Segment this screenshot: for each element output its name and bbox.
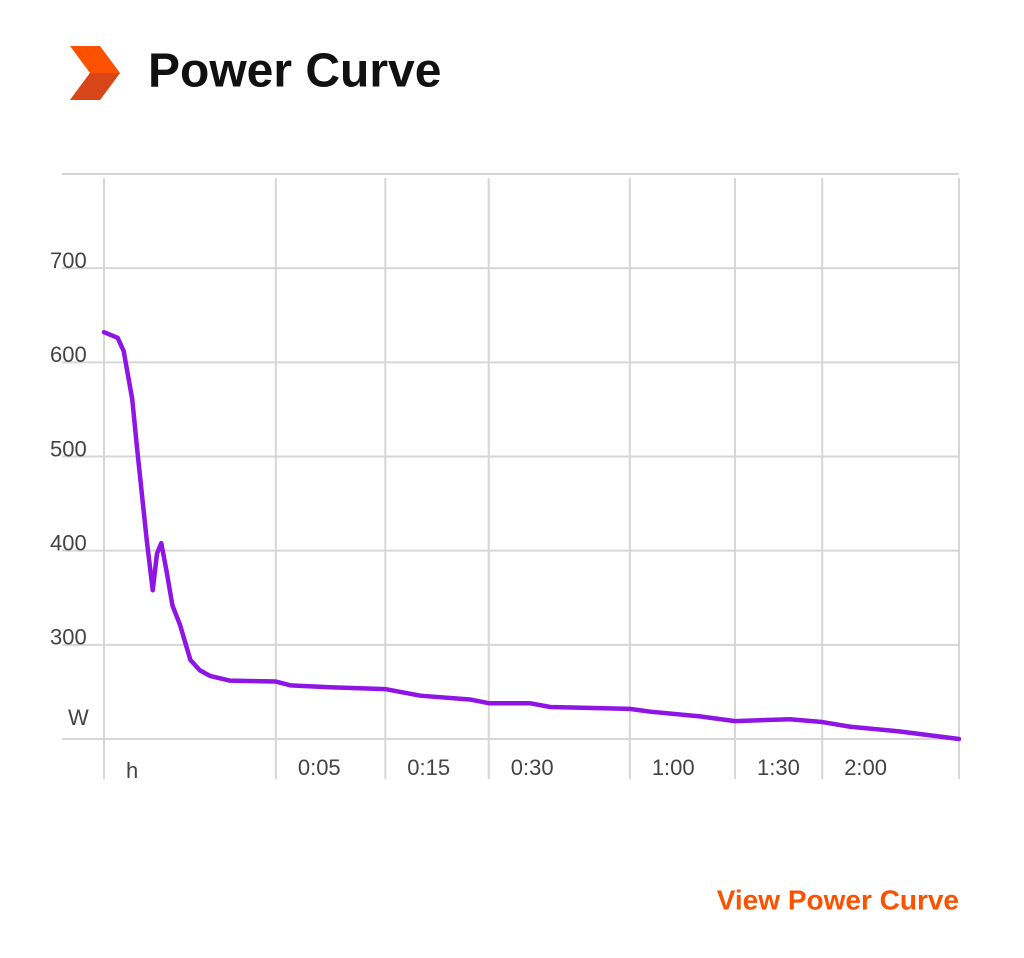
x-tick-label: 0:30 — [511, 755, 554, 780]
x-unit: h — [126, 758, 138, 783]
y-tick-label: 500 — [50, 436, 87, 461]
x-tick-label: 2:00 — [844, 755, 887, 780]
power-line — [101, 329, 962, 742]
x-tick-label: 0:05 — [298, 755, 341, 780]
x-tick-label: 1:00 — [652, 755, 695, 780]
y-tick-label: 400 — [50, 530, 87, 555]
view-link[interactable]: View Power Curve — [717, 884, 959, 915]
brand-icon — [70, 46, 120, 100]
y-tick-label: 300 — [50, 625, 87, 650]
x-tick-label: 1:30 — [757, 755, 800, 780]
y-tick-label: 600 — [50, 342, 87, 367]
x-tick-label: 0:15 — [407, 755, 450, 780]
title: Power Curve — [148, 45, 441, 98]
y-tick-label: 700 — [50, 248, 87, 273]
y-unit: W — [68, 705, 89, 730]
